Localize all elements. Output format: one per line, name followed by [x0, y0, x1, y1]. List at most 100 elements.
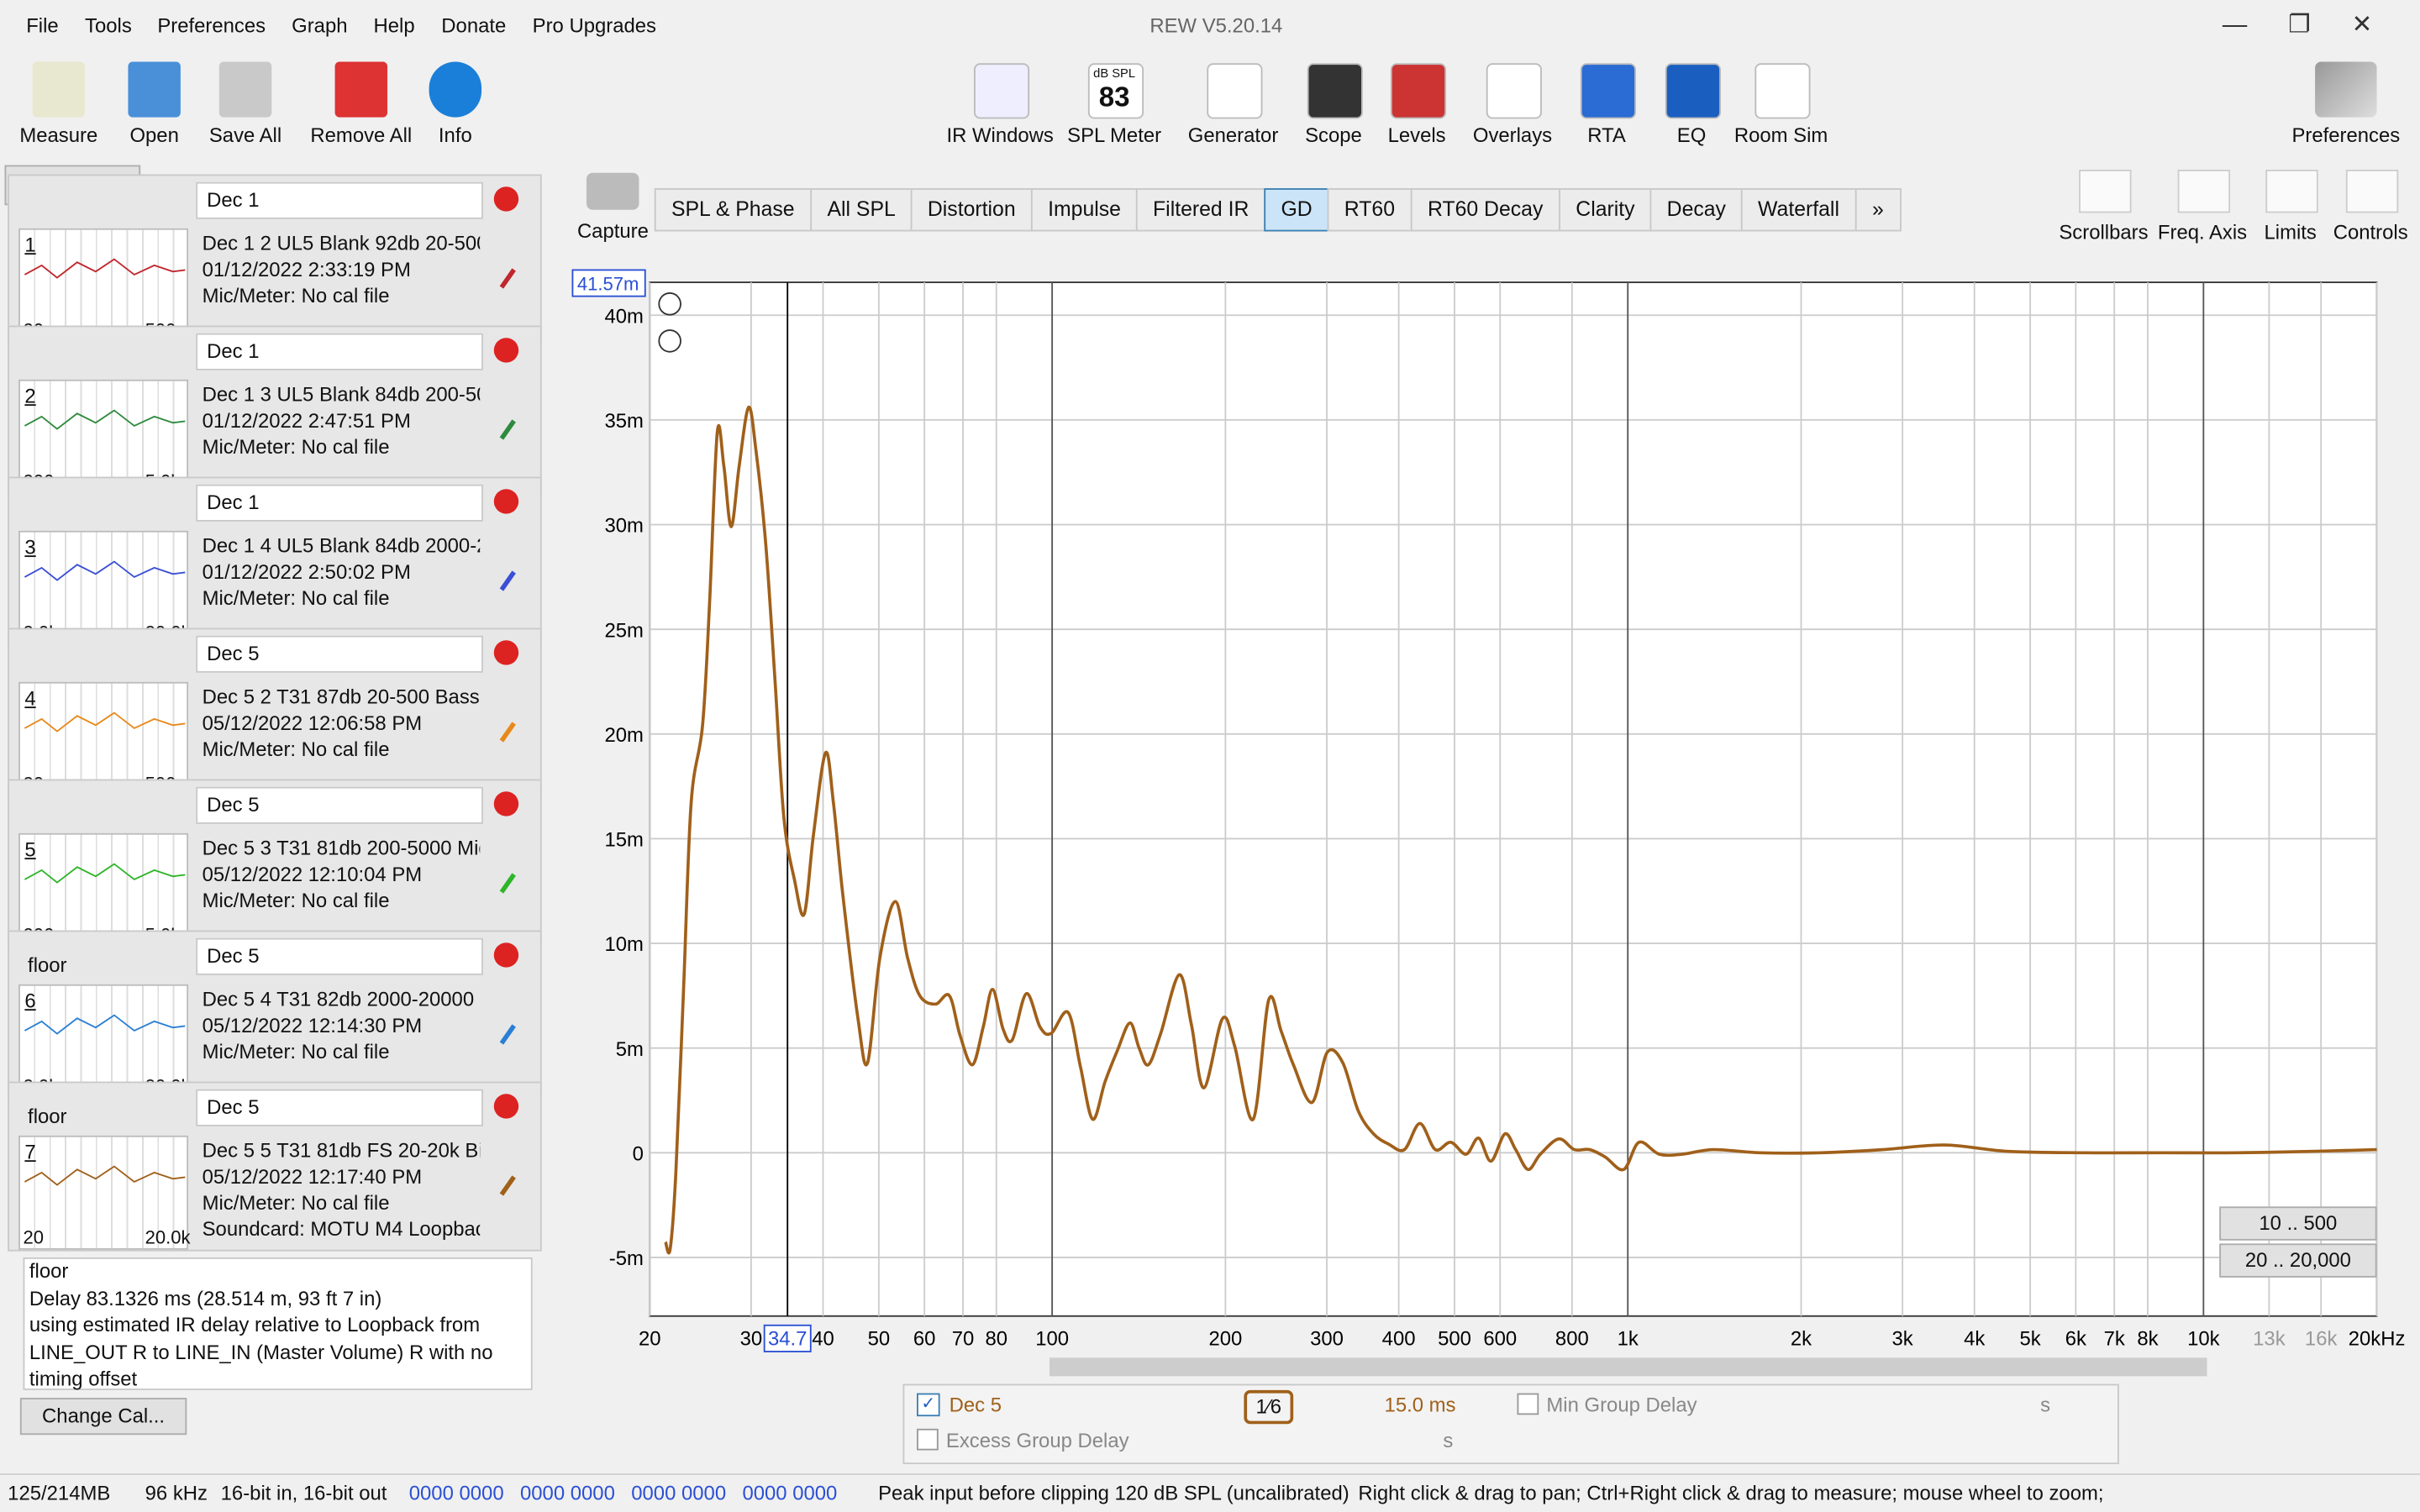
toolbar-label[interactable]: Levels [1387, 123, 1446, 147]
toolbar-label[interactable]: SPL Meter [1067, 123, 1162, 147]
remove-button[interactable] [493, 640, 519, 665]
capture-icon[interactable] [586, 172, 639, 210]
tool-icon[interactable] [2345, 170, 2399, 213]
toolbar-label[interactable]: EQ [1676, 123, 1707, 147]
graph-tab[interactable]: Filtered IR [1135, 188, 1266, 232]
toolbar-label[interactable]: Measure [19, 123, 98, 147]
remove-button[interactable] [493, 489, 519, 514]
menu-item[interactable]: Tools [85, 13, 132, 38]
graph-tab[interactable]: Decay [1649, 188, 1744, 232]
toolbar-icon[interactable] [32, 61, 86, 118]
thumbnail[interactable] [18, 228, 189, 343]
toolbar-icon[interactable] [334, 61, 388, 118]
preferences-icon[interactable] [2315, 61, 2377, 118]
name-field[interactable]: Dec 1 [196, 333, 483, 370]
graph-tab[interactable]: Waterfall [1740, 188, 1857, 232]
thumbnail[interactable] [18, 984, 189, 1099]
thumbnail[interactable] [18, 379, 189, 494]
remove-button[interactable] [493, 791, 519, 816]
thumbnail-line [24, 1014, 186, 1035]
toolbar-icon[interactable] [429, 61, 482, 118]
tool-label[interactable]: Limits [2264, 220, 2317, 244]
toolbar-icon[interactable] [128, 61, 181, 118]
measurement-mic: Mic/Meter: No cal file [202, 585, 390, 610]
menu-item[interactable]: Help [373, 13, 415, 38]
graph-tab[interactable]: All SPL [810, 188, 913, 232]
smoothing[interactable]: 1⁄6 [1244, 1389, 1294, 1425]
toolbar-icon[interactable] [1486, 63, 1542, 119]
remove-button[interactable] [493, 338, 519, 363]
toolbar-label[interactable]: Room Sim [1733, 123, 1828, 147]
thumbnail[interactable] [18, 681, 189, 796]
range-button[interactable]: 20 .. 20,000 [2219, 1243, 2377, 1278]
name-field[interactable]: Dec 5 [196, 786, 483, 824]
change-cal-button[interactable]: Change Cal... [19, 1398, 187, 1436]
toolbar-label[interactable]: Open [129, 123, 179, 147]
note-line: timing offset [29, 1367, 138, 1390]
thumbnail[interactable] [18, 530, 189, 645]
name-field[interactable]: Dec 1 [196, 484, 483, 522]
tool-icon[interactable] [2177, 170, 2231, 213]
menu-item[interactable]: File [26, 13, 59, 38]
graph-tab[interactable]: Distortion [910, 188, 1033, 232]
toolbar-icon[interactable] [1580, 63, 1636, 119]
toolbar-icon[interactable] [1390, 63, 1447, 119]
graph-tab[interactable]: GD [1264, 188, 1329, 232]
toolbar-label[interactable]: RTA [1587, 123, 1626, 147]
toolbar-label[interactable]: Save All [208, 123, 282, 147]
trace-name[interactable]: Dec 5 [949, 1393, 1002, 1417]
name-field[interactable]: Dec 1 [196, 181, 483, 219]
range-button[interactable]: 10 .. 500 [2219, 1206, 2377, 1241]
toolbar-label[interactable]: Overlays [1472, 123, 1553, 147]
graph-tab[interactable]: RT60 [1327, 188, 1413, 232]
status-item: 16-bit in, 16-bit out [220, 1481, 387, 1504]
min-gd-unit: s [2040, 1393, 2051, 1417]
min-gd-check[interactable] [1517, 1393, 1539, 1415]
toolbar-label[interactable]: Info [438, 123, 472, 147]
tool-icon[interactable] [2079, 170, 2132, 213]
toolbar-icon[interactable] [1087, 63, 1144, 119]
excess-gd-check[interactable] [917, 1428, 939, 1451]
x-tick-label: 20 [639, 1328, 661, 1351]
toolbar-icon[interactable] [1665, 63, 1721, 119]
trace-checkbox[interactable]: ✓ [917, 1393, 940, 1417]
toolbar-label[interactable]: Preferences [2291, 123, 2401, 147]
thumbnail[interactable] [18, 832, 189, 948]
remove-button[interactable] [493, 942, 519, 968]
remove-button[interactable] [493, 186, 519, 212]
toolbar-icon[interactable] [973, 63, 1030, 119]
toolbar-icon[interactable] [1307, 63, 1363, 119]
toolbar-label[interactable]: IR Windows [946, 123, 1054, 147]
name-field[interactable]: Dec 5 [196, 937, 483, 975]
tool-label[interactable]: Scrollbars [2059, 220, 2149, 244]
menu-item[interactable]: Donate [441, 13, 507, 38]
toolbar-icon[interactable] [218, 61, 272, 118]
zoom-out[interactable] [658, 329, 681, 353]
graph-tab[interactable]: RT60 Decay [1410, 188, 1560, 232]
graph-tab[interactable]: Clarity [1559, 188, 1652, 232]
window-controls[interactable]: — ❐ ✕ [2222, 12, 2373, 39]
tool-icon[interactable] [2265, 170, 2318, 213]
toolbar-label[interactable]: Generator [1187, 123, 1279, 147]
menu-item[interactable]: Pro Upgrades [532, 13, 657, 38]
x-tick-label: 80 [985, 1328, 1007, 1351]
remove-button[interactable] [493, 1094, 519, 1119]
graph-tab[interactable]: SPL & Phase [654, 188, 812, 232]
tool-label[interactable]: Freq. Axis [2157, 220, 2248, 244]
name-field[interactable]: Dec 5 [196, 635, 483, 673]
zoom-in[interactable] [658, 292, 681, 316]
tool-label[interactable]: Controls [2333, 220, 2408, 244]
thumbnail[interactable] [18, 1135, 189, 1250]
toolbar-icon[interactable] [1207, 63, 1263, 119]
menu-item[interactable]: Graph [292, 13, 348, 38]
thumb-axis-lo: 20 [23, 1226, 45, 1248]
toolbar-label[interactable]: Scope [1305, 123, 1362, 147]
cursor-x-box [763, 1324, 812, 1352]
graph-tab[interactable]: » [1854, 188, 1901, 232]
name-field[interactable]: Dec 5 [196, 1089, 483, 1126]
toolbar-label[interactable]: Remove All [310, 123, 413, 147]
toolbar-icon[interactable] [1754, 63, 1811, 119]
capture-label[interactable]: Capture [576, 218, 649, 243]
menu-item[interactable]: Preferences [157, 13, 266, 38]
graph-tab[interactable]: Impulse [1030, 188, 1139, 232]
